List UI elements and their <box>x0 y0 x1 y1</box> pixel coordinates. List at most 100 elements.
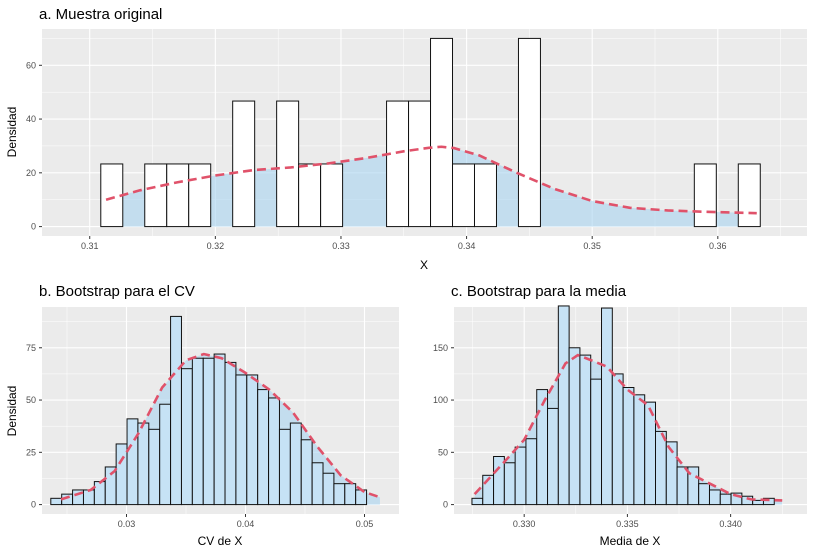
histogram-bar <box>278 428 291 506</box>
density-line <box>60 352 381 501</box>
x-tick-label: 0.35 <box>583 241 601 251</box>
histogram-bar <box>320 163 344 228</box>
histogram-bar <box>762 497 775 506</box>
panel-a-density-curve <box>105 145 757 215</box>
histogram-bar <box>386 100 410 228</box>
panel-b-axes: 0.03 0.04 0.05 0 25 50 75 <box>26 343 373 529</box>
histogram-bar <box>148 428 161 506</box>
histogram-bar <box>224 361 237 506</box>
histogram-bar <box>568 347 581 506</box>
histogram-bar <box>170 315 182 506</box>
x-tick-label: 0.34 <box>458 241 476 251</box>
histogram-bar <box>344 483 357 506</box>
histogram-bar <box>525 438 538 506</box>
histogram-bar <box>547 407 559 506</box>
x-tick-label: 0.36 <box>709 241 727 251</box>
histogram-bar <box>452 163 475 228</box>
histogram-bar <box>611 373 624 506</box>
y-tick-label: 75 <box>26 343 36 353</box>
panel-c: c. Bootstrap para la media 0.330 0.335 0.3… <box>433 283 807 548</box>
histogram-bar <box>698 483 710 506</box>
histogram-bar <box>115 443 128 506</box>
y-tick-label: 25 <box>26 447 36 457</box>
histogram-bar <box>693 163 717 228</box>
histogram-bar <box>493 456 505 506</box>
histogram-bar <box>257 389 270 506</box>
x-tick-label: 0.04 <box>237 519 255 529</box>
panel-a-title: a. Muestra original <box>39 6 162 23</box>
y-tick-label: 40 <box>26 114 36 124</box>
histogram-bar <box>622 387 635 506</box>
histogram-bar <box>289 422 302 506</box>
histogram-bar <box>590 378 603 506</box>
x-tick-label: 0.33 <box>332 241 350 251</box>
histogram-bar <box>430 37 454 228</box>
panel-c-bars <box>471 305 775 506</box>
panel-a-grid <box>42 29 807 236</box>
y-tick-label: 100 <box>433 395 448 405</box>
histogram-bar <box>737 163 761 228</box>
histogram-bar <box>503 462 516 506</box>
panel-b: b. Bootstrap para el CV 0.03 0.04 0.05 0 25 5… <box>5 283 399 548</box>
histogram-bar <box>213 353 226 506</box>
panel-a-y-axis-title: Densidad <box>5 107 19 158</box>
panel-b-bars <box>50 315 368 506</box>
y-tick-label: 150 <box>433 343 448 353</box>
panel-a-x-axis-title: X <box>420 258 428 272</box>
histogram-bar <box>471 497 484 506</box>
histogram-bar <box>235 374 248 506</box>
histogram-bar <box>473 163 497 228</box>
histogram-bar <box>514 446 527 506</box>
x-tick-label: 0.03 <box>118 519 136 529</box>
histogram-bar <box>268 397 280 506</box>
panel-c-x-axis-title: Media de X <box>600 534 661 548</box>
histogram-bar <box>601 307 613 506</box>
histogram-bar <box>50 497 63 506</box>
histogram-bar <box>298 163 322 228</box>
x-tick-label: 0.32 <box>207 241 225 251</box>
panel-b-y-axis-title: Densidad <box>5 386 19 437</box>
histogram-bar <box>300 439 313 506</box>
histogram-bar <box>633 394 646 506</box>
histogram-bar <box>517 37 541 228</box>
histogram-bar <box>232 100 256 228</box>
y-tick-label: 20 <box>26 168 36 178</box>
panel-c-title: c. Bootstrap para la media <box>451 283 627 300</box>
histogram-bar <box>708 489 721 506</box>
panel-a-bars <box>100 37 761 228</box>
histogram-bar <box>644 401 656 506</box>
panel-b-density-curve <box>60 352 381 501</box>
histogram-bar <box>676 466 689 506</box>
density-line <box>105 145 757 215</box>
histogram-bar <box>752 499 764 506</box>
histogram-bar <box>536 389 549 506</box>
y-tick-label: 60 <box>26 60 36 70</box>
histogram-bar <box>93 481 106 506</box>
histogram-bar <box>188 163 212 228</box>
histogram-bar <box>322 472 335 506</box>
histogram-bar <box>82 489 95 506</box>
panel-b-x-axis-title: CV de X <box>198 534 243 548</box>
panel-a: a. Muestra original 0.31 0.32 0.33 0.34 0.35… <box>5 6 807 272</box>
x-tick-label: 0.05 <box>356 519 374 529</box>
histogram-bar <box>719 493 732 506</box>
panel-b-title: b. Bootstrap para el CV <box>39 283 195 300</box>
x-tick-label: 0.335 <box>616 519 639 529</box>
histogram-bar <box>180 368 193 506</box>
histogram-bar <box>166 163 190 228</box>
panel-c-axes: 0.330 0.335 0.340 0 50 100 150 <box>433 343 742 529</box>
histogram-bar <box>159 403 172 506</box>
histogram-bar <box>311 462 324 506</box>
histogram-bar <box>202 357 215 506</box>
y-tick-label: 50 <box>438 447 448 457</box>
y-tick-label: 0 <box>31 222 36 232</box>
histogram-bar <box>557 305 570 506</box>
x-tick-label: 0.330 <box>513 519 536 529</box>
histogram-bar <box>355 489 368 506</box>
histogram-bar <box>137 422 150 506</box>
x-tick-label: 0.31 <box>81 241 99 251</box>
histogram-bar <box>333 483 346 506</box>
histogram-bar <box>654 430 667 506</box>
histogram-bar <box>579 354 592 506</box>
